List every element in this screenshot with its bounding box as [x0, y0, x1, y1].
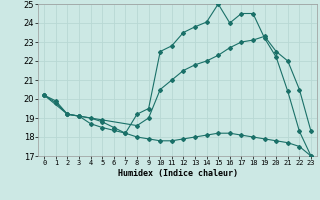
X-axis label: Humidex (Indice chaleur): Humidex (Indice chaleur) [118, 169, 238, 178]
